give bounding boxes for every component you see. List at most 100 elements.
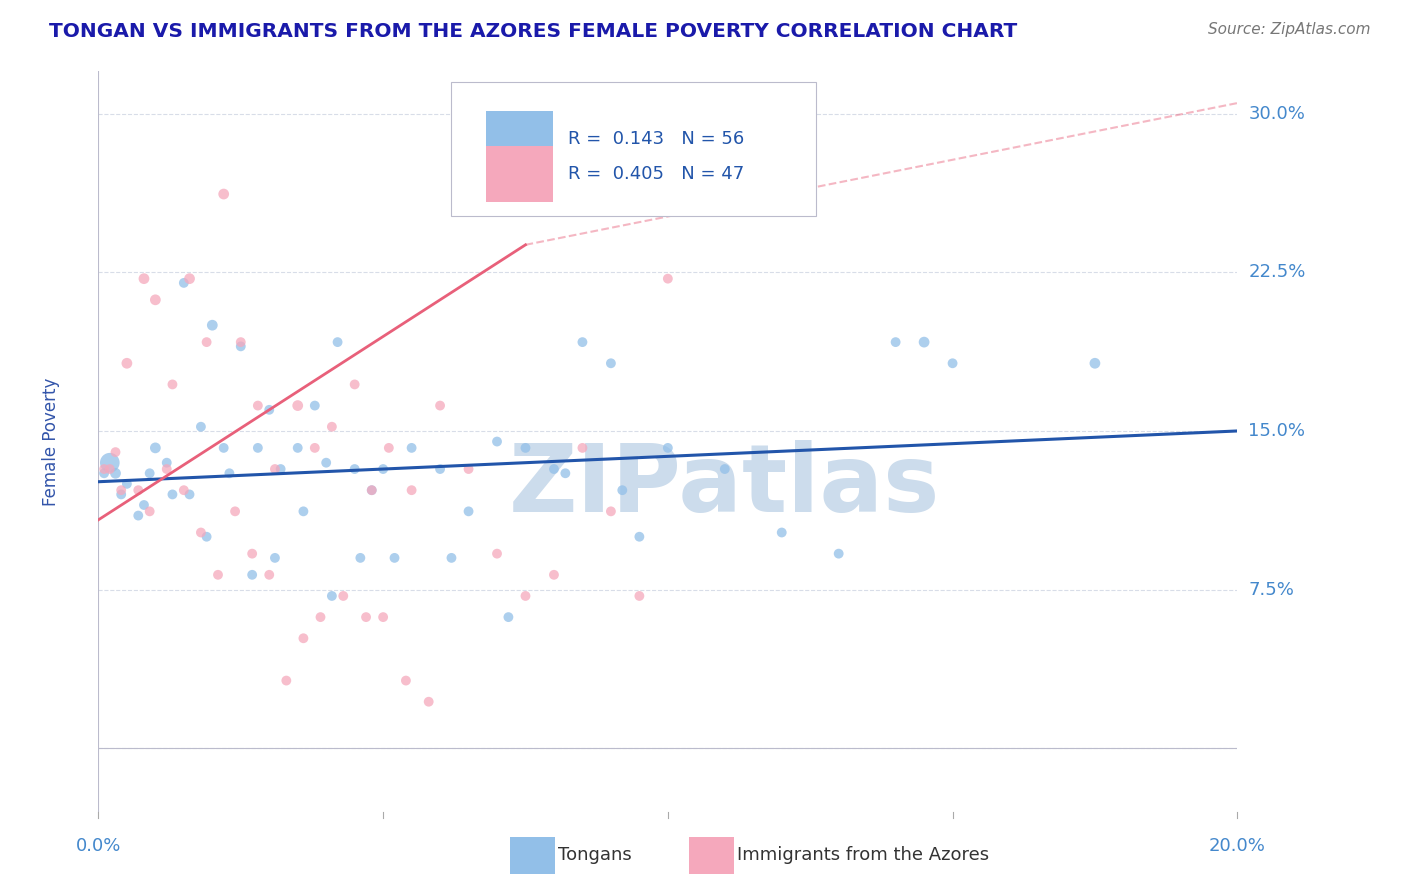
Point	[315, 456, 337, 470]
Text: Source: ZipAtlas.com: Source: ZipAtlas.com	[1208, 22, 1371, 37]
Point	[770, 525, 793, 540]
Point	[93, 467, 115, 481]
Point	[498, 610, 520, 624]
Text: ZIPatlas: ZIPatlas	[509, 440, 941, 532]
Text: 7.5%: 7.5%	[1249, 581, 1295, 599]
Point	[543, 567, 565, 582]
Point	[343, 462, 366, 476]
Point	[600, 356, 623, 370]
Point	[173, 483, 195, 498]
Point	[571, 441, 593, 455]
Point	[515, 589, 537, 603]
FancyBboxPatch shape	[485, 146, 553, 202]
Point	[612, 483, 634, 498]
Point	[93, 462, 115, 476]
Point	[395, 673, 418, 688]
Point	[145, 441, 167, 455]
Point	[287, 399, 309, 413]
Point	[224, 504, 246, 518]
FancyBboxPatch shape	[451, 82, 815, 216]
Point	[115, 356, 138, 370]
Point	[714, 462, 737, 476]
Point	[321, 589, 343, 603]
Point	[212, 187, 235, 202]
Point	[429, 399, 451, 413]
Text: 20.0%: 20.0%	[1209, 837, 1265, 855]
Point	[246, 399, 269, 413]
Point	[264, 462, 287, 476]
Point	[195, 335, 218, 350]
Point	[343, 377, 366, 392]
Point	[292, 632, 315, 646]
Point	[162, 377, 184, 392]
Text: 0.0%: 0.0%	[76, 837, 121, 855]
Text: Female Poverty: Female Poverty	[42, 377, 59, 506]
Point	[457, 504, 479, 518]
Point	[401, 441, 423, 455]
Point	[418, 695, 440, 709]
Point	[309, 610, 332, 624]
Text: TONGAN VS IMMIGRANTS FROM THE AZORES FEMALE POVERTY CORRELATION CHART: TONGAN VS IMMIGRANTS FROM THE AZORES FEM…	[49, 22, 1018, 41]
Point	[360, 483, 382, 498]
Point	[304, 399, 326, 413]
Point	[240, 547, 263, 561]
Point	[156, 456, 179, 470]
Point	[332, 589, 354, 603]
Point	[104, 445, 127, 459]
FancyBboxPatch shape	[485, 111, 553, 167]
Text: 15.0%: 15.0%	[1249, 422, 1305, 440]
Point	[292, 504, 315, 518]
Point	[515, 441, 537, 455]
Point	[240, 567, 263, 582]
Point	[156, 462, 179, 476]
Point	[942, 356, 965, 370]
Point	[276, 673, 298, 688]
Point	[354, 610, 377, 624]
Point	[486, 434, 509, 449]
Point	[373, 610, 395, 624]
Point	[132, 498, 155, 512]
Point	[326, 335, 349, 350]
Point	[440, 550, 463, 565]
Point	[138, 467, 160, 481]
Point	[195, 530, 218, 544]
Point	[628, 530, 651, 544]
Point	[218, 467, 240, 481]
Point	[270, 462, 292, 476]
Point	[304, 441, 326, 455]
Point	[360, 483, 382, 498]
Point	[600, 504, 623, 518]
Point	[321, 419, 343, 434]
Point	[259, 402, 281, 417]
Point	[98, 462, 121, 476]
Point	[628, 589, 651, 603]
Point	[259, 567, 281, 582]
Point	[127, 483, 149, 498]
Text: Immigrants from the Azores: Immigrants from the Azores	[737, 847, 988, 864]
Point	[912, 335, 935, 350]
Point	[571, 335, 593, 350]
Point	[1084, 356, 1107, 370]
Point	[543, 462, 565, 476]
Point	[138, 504, 160, 518]
Point	[190, 525, 212, 540]
Point	[401, 483, 423, 498]
Point	[190, 419, 212, 434]
Point	[287, 441, 309, 455]
Point	[264, 550, 287, 565]
Point	[179, 271, 201, 285]
Point	[201, 318, 224, 333]
Point	[110, 487, 132, 501]
Point	[828, 547, 851, 561]
Point	[98, 456, 121, 470]
Point	[373, 462, 395, 476]
Text: 22.5%: 22.5%	[1249, 263, 1306, 281]
Point	[104, 467, 127, 481]
Point	[173, 276, 195, 290]
Point	[429, 462, 451, 476]
Point	[657, 441, 679, 455]
Point	[554, 467, 576, 481]
Text: R =  0.405   N = 47: R = 0.405 N = 47	[568, 165, 744, 183]
Point	[229, 335, 252, 350]
Point	[127, 508, 149, 523]
